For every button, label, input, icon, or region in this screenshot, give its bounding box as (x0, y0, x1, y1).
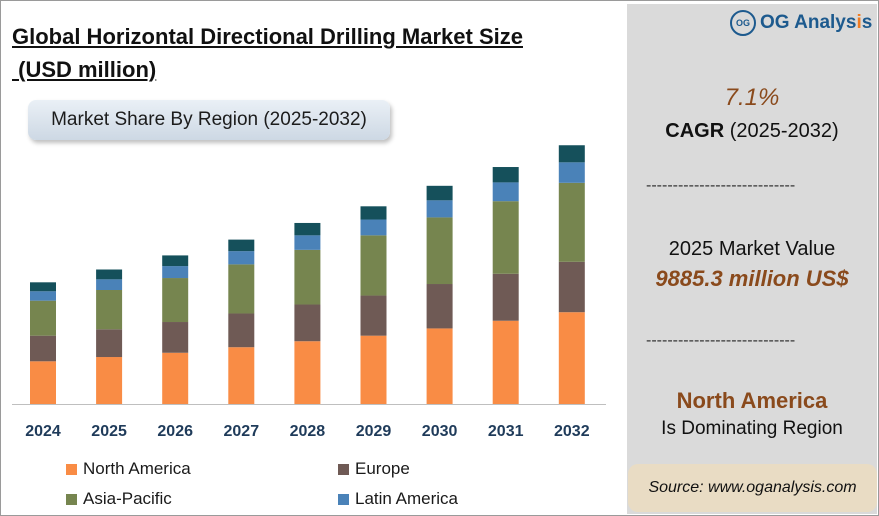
x-tick-label: 2028 (290, 423, 326, 440)
bar-2031-latin-america (492, 182, 519, 202)
bar-2031-middle-east-and-africa (492, 167, 519, 183)
legend-item-latin-america: Latin America (338, 489, 458, 509)
bar-2025-asia-pacific (96, 289, 123, 330)
legend-swatch (338, 493, 349, 505)
bar-2026-europe (162, 322, 189, 353)
bar-2031-asia-pacific (492, 201, 519, 274)
bar-2029-latin-america (360, 219, 387, 236)
bar-2028-north-america (294, 341, 321, 404)
legend-label: Europe (355, 459, 410, 478)
bar-2032-europe (558, 261, 585, 313)
bar-2027-middle-east-and-africa (228, 239, 255, 252)
bar-2027-europe (228, 313, 255, 348)
legend-label: Asia-Pacific (83, 489, 172, 508)
bar-2031-north-america (492, 320, 519, 404)
bar-2024-north-america (30, 361, 56, 404)
bar-2032-middle-east-and-africa (558, 145, 585, 163)
bar-2026-middle-east-and-africa (162, 255, 189, 267)
logo-badge-icon: OG (730, 10, 756, 36)
legend-item-asia-pacific: Asia-Pacific (66, 489, 172, 509)
bar-2032-latin-america (558, 162, 585, 183)
market-value-label: 2025 Market Value (668, 238, 836, 260)
x-tick-label: 2030 (422, 423, 458, 440)
market-value: 9885.3 million US$ (655, 266, 849, 291)
x-tick-label: 2032 (554, 423, 590, 440)
bar-2032-north-america (558, 312, 585, 404)
subtitle-pill: Market Share By Region (2025-2032) (28, 100, 390, 140)
logo-text: OG Analysis (760, 12, 873, 33)
bar-2032-asia-pacific (558, 182, 585, 262)
bar-2029-europe (360, 295, 387, 336)
bar-2029-north-america (360, 335, 387, 404)
divider-2: ---------------------------- (646, 332, 796, 349)
bar-2027-latin-america (228, 251, 255, 265)
bar-2029-middle-east-and-africa (360, 206, 387, 220)
bar-2031-europe (492, 273, 519, 321)
bar-2025-north-america (96, 357, 123, 404)
bar-2029-asia-pacific (360, 235, 387, 296)
legend-swatch (66, 493, 77, 505)
bar-2028-europe (294, 304, 321, 342)
x-tick-label: 2027 (224, 423, 260, 440)
divider-1: ---------------------------- (646, 177, 796, 194)
cagr-label: CAGR (2025-2032) (665, 120, 839, 142)
x-tick-label: 2029 (356, 423, 392, 440)
bar-2026-north-america (162, 352, 189, 404)
bar-chart: 2024 2025 2026 2027 2028 2029 2030 2031 2032 (12, 145, 606, 440)
bar-2026-latin-america (162, 266, 189, 279)
bar-2026-asia-pacific (162, 278, 189, 323)
x-tick-label: 2024 (25, 423, 61, 440)
legend-item-north-america: North America (66, 459, 191, 479)
bar-2030-middle-east-and-africa (426, 185, 453, 201)
bar-2030-north-america (426, 328, 453, 404)
bar-2030-latin-america (426, 200, 453, 218)
legend-label: Latin America (355, 489, 458, 508)
dominating-region: North America (676, 388, 828, 413)
legend-label: North America (83, 459, 191, 478)
chart-title: Global Horizontal Directional Drilling M… (12, 20, 612, 86)
bar-2024-asia-pacific (30, 300, 56, 336)
title-line-2: (USD million) (12, 57, 157, 82)
bar-2025-middle-east-and-africa (96, 269, 123, 280)
source-box: Source: www.oganalysis.com (628, 464, 877, 512)
bar-2025-latin-america (96, 279, 123, 290)
bar-2028-middle-east-and-africa (294, 222, 321, 236)
og-analysis-logo: OG OG Analysis (730, 10, 872, 36)
cagr-value: 7.1% (724, 84, 780, 111)
bar-2028-asia-pacific (294, 249, 321, 305)
x-tick-label: 2026 (157, 423, 193, 440)
legend-item-europe: Europe (338, 459, 410, 479)
side-panel (627, 4, 877, 514)
legend-swatch (66, 463, 77, 475)
bar-2024-middle-east-and-africa (30, 282, 56, 292)
bar-2030-europe (426, 284, 453, 329)
dominating-label: Is Dominating Region (661, 418, 843, 439)
bar-2027-asia-pacific (228, 264, 255, 314)
bar-2030-asia-pacific (426, 217, 453, 285)
bar-2024-europe (30, 335, 56, 362)
bar-2025-europe (96, 329, 123, 358)
x-tick-label: 2025 (91, 423, 127, 440)
title-line-1: Global Horizontal Directional Drilling M… (12, 24, 523, 49)
x-tick-label: 2031 (488, 423, 524, 440)
bar-2024-latin-america (30, 291, 56, 301)
legend-swatch (338, 463, 349, 475)
bar-2028-latin-america (294, 235, 321, 250)
bar-2027-north-america (228, 347, 255, 404)
